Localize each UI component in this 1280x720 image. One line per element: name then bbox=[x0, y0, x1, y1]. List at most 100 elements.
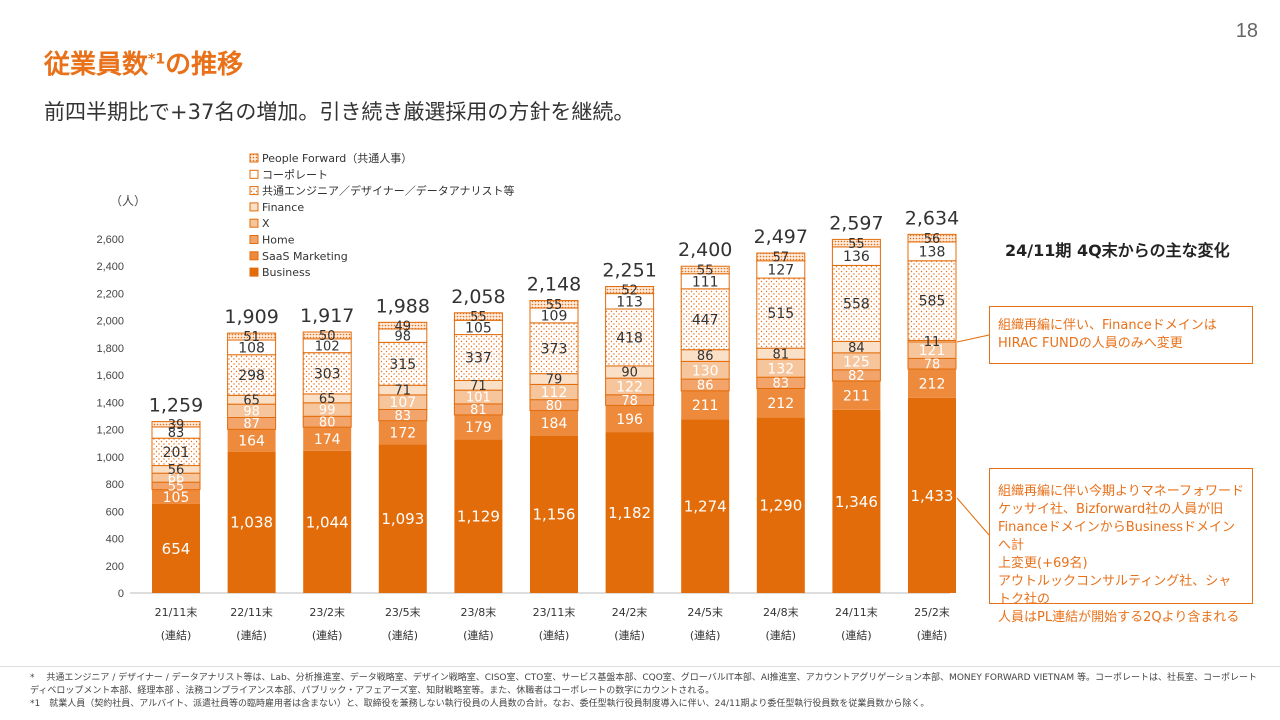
data-label-people-forward: 39 bbox=[168, 418, 185, 433]
bar-segment-business bbox=[227, 451, 276, 593]
bar-segment-people-forward bbox=[605, 286, 655, 295]
x-tick-sublabel: (連結) bbox=[312, 628, 343, 642]
note1-line: HIRAC FUNDの人員のみへ変更 bbox=[998, 336, 1183, 351]
bar-segment-people-forward bbox=[756, 252, 806, 262]
data-label-business: 1,346 bbox=[835, 493, 878, 511]
data-label-common-engineer: 373 bbox=[541, 341, 568, 357]
x-tick-label: 24/5末 bbox=[687, 605, 723, 619]
data-label-business: 1,290 bbox=[759, 497, 802, 515]
data-label-saas-marketing: 184 bbox=[541, 416, 568, 432]
total-label: 2,251 bbox=[602, 260, 656, 282]
data-label-x: 132 bbox=[767, 361, 794, 377]
data-label-common-engineer: 315 bbox=[389, 357, 416, 373]
total-label: 1,917 bbox=[300, 305, 354, 327]
bar-segment-business bbox=[756, 417, 805, 593]
x-tick-sublabel: (連結) bbox=[161, 628, 192, 642]
x-tick-label: 23/5末 bbox=[385, 605, 421, 619]
data-label-home: 80 bbox=[546, 399, 563, 414]
data-label-corporate: 83 bbox=[168, 426, 185, 441]
bar-segment-saas-marketing bbox=[908, 369, 956, 398]
legend-swatch-people-forward bbox=[249, 153, 259, 163]
data-label-common-engineer: 418 bbox=[616, 330, 643, 346]
x-tick-sublabel: (連結) bbox=[463, 628, 494, 642]
data-label-corporate: 108 bbox=[238, 340, 265, 356]
total-label: 1,259 bbox=[149, 395, 203, 417]
note2-line: FinanceドメインからBusinessドメインへ計 bbox=[998, 520, 1236, 553]
x-tick-sublabel: (連結) bbox=[917, 628, 948, 642]
bar-segment-saas-marketing bbox=[454, 414, 503, 440]
data-label-saas-marketing: 172 bbox=[389, 426, 416, 442]
note2-connector bbox=[956, 497, 990, 536]
total-label: 2,634 bbox=[905, 207, 959, 229]
y-tick-label: 800 bbox=[106, 479, 124, 491]
x-tick-sublabel: (連結) bbox=[841, 628, 872, 642]
data-label-finance: 90 bbox=[621, 366, 638, 381]
bar-segment-people-forward bbox=[831, 238, 881, 248]
finance-note-box: 組織再編に伴い、Financeドメインは HIRAC FUNDの人員のみへ変更 bbox=[989, 306, 1253, 364]
data-label-home: 87 bbox=[243, 417, 260, 432]
legend-swatch-finance bbox=[249, 202, 259, 212]
data-label-finance: 86 bbox=[697, 349, 714, 364]
footer-divider bbox=[0, 666, 1280, 667]
data-label-saas-marketing: 212 bbox=[767, 396, 794, 412]
data-label-finance: 81 bbox=[773, 347, 790, 362]
footnotes: * 共通エンジニア / デザイナー / データアナリスト等は、Lab、分析推進室… bbox=[30, 672, 1260, 711]
data-label-saas-marketing: 105 bbox=[163, 490, 190, 506]
data-label-home: 55 bbox=[168, 480, 185, 495]
legend-swatch-home bbox=[249, 235, 259, 244]
data-label-x: 98 bbox=[243, 405, 260, 420]
data-label-people-forward: 57 bbox=[773, 251, 790, 266]
note2-line: 人員はPL連結が開始する2Qより含まれる bbox=[998, 610, 1240, 625]
data-label-saas-marketing: 174 bbox=[314, 432, 341, 448]
data-label-saas-marketing: 211 bbox=[692, 398, 719, 414]
footnote-line: * 共通エンジニア / デザイナー / データアナリスト等は、Lab、分析推進室… bbox=[30, 673, 1257, 683]
x-tick-sublabel: (連結) bbox=[766, 628, 797, 642]
x-tick-label: 22/11末 bbox=[230, 605, 273, 619]
bar-segment-saas-marketing bbox=[303, 427, 352, 451]
data-label-finance: 79 bbox=[546, 373, 563, 388]
data-label-x: 112 bbox=[541, 385, 568, 401]
bar-segment-common-engineer bbox=[378, 341, 428, 386]
data-label-corporate: 138 bbox=[919, 244, 946, 260]
data-label-x: 122 bbox=[616, 379, 643, 395]
total-label: 2,058 bbox=[451, 286, 505, 308]
y-tick-label: 1,800 bbox=[96, 343, 124, 355]
bar-segment-people-forward bbox=[907, 233, 957, 243]
bar-segment-common-engineer bbox=[302, 352, 352, 395]
data-label-people-forward: 55 bbox=[470, 310, 487, 325]
data-label-x: 130 bbox=[692, 363, 719, 379]
legend-swatch-corporate bbox=[249, 169, 259, 179]
bar-segment-saas-marketing bbox=[227, 429, 276, 452]
footnote-line: ディベロップメント本部、経理本部 、法務コンプライアンス本部、パブリック・アフェ… bbox=[30, 686, 715, 696]
data-label-home: 86 bbox=[697, 379, 714, 394]
data-label-home: 83 bbox=[395, 409, 412, 424]
data-label-saas-marketing: 164 bbox=[238, 434, 265, 450]
data-label-home: 78 bbox=[621, 394, 638, 409]
legend-label-saas-marketing: SaaS Marketing bbox=[262, 250, 348, 263]
data-label-x: 107 bbox=[389, 395, 416, 411]
right-panel-title: 24/11期 4Q末からの主な変化 bbox=[1005, 241, 1230, 260]
employee-stacked-bar-chart: 0 200 400 600 800 1,000 1,200 1,400 1,600 1,800 2,… bbox=[96, 152, 990, 642]
data-label-home: 83 bbox=[773, 377, 790, 392]
bar-segment-saas-marketing bbox=[530, 410, 578, 436]
data-label-finance: 84 bbox=[848, 341, 865, 356]
data-label-common-engineer: 201 bbox=[163, 445, 190, 461]
legend-swatch-x bbox=[249, 218, 259, 228]
data-label-business: 1,182 bbox=[608, 504, 651, 522]
data-label-business: 1,274 bbox=[684, 498, 727, 516]
legend-swatch-common-engineer bbox=[249, 186, 259, 196]
data-label-business: 1,156 bbox=[533, 506, 576, 524]
data-label-corporate: 113 bbox=[616, 294, 643, 310]
data-label-saas-marketing: 196 bbox=[616, 412, 643, 428]
x-tick-label: 24/2末 bbox=[612, 605, 648, 619]
data-label-common-engineer: 298 bbox=[238, 368, 265, 384]
legend-label-x: X bbox=[262, 217, 270, 230]
data-label-people-forward: 52 bbox=[621, 284, 638, 299]
x-tick-label: 23/8末 bbox=[461, 605, 497, 619]
page-number: 18 bbox=[1235, 20, 1258, 42]
x-tick-sublabel: (連結) bbox=[236, 628, 267, 642]
data-label-people-forward: 51 bbox=[243, 330, 260, 345]
title-footnote-mark: *1 bbox=[148, 51, 166, 68]
bar-segment-people-forward bbox=[227, 332, 277, 341]
data-label-people-forward: 55 bbox=[697, 264, 714, 279]
